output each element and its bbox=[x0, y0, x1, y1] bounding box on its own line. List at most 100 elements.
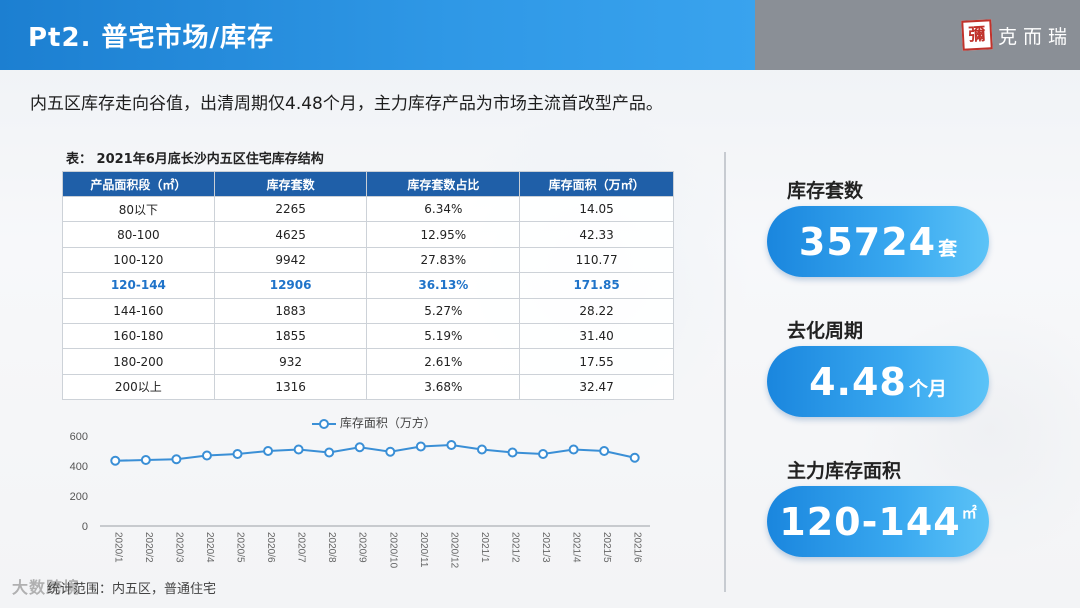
kpi-unit: ㎡ bbox=[961, 504, 977, 522]
kpi-unit: 个月 bbox=[908, 378, 947, 400]
table-cell: 932 bbox=[213, 348, 368, 375]
kpi-unit: 套 bbox=[938, 238, 958, 260]
table-row: 80-100 4625 12.95% 42.33 bbox=[62, 221, 674, 248]
table-cell: 200以上 bbox=[62, 373, 215, 401]
table-cell: 36.13% bbox=[366, 272, 521, 299]
table-cell: 12906 bbox=[213, 272, 368, 299]
x-tick-label: 2020/2 bbox=[143, 532, 154, 563]
x-tick-label: 2020/8 bbox=[326, 532, 337, 563]
table-row: 180-200 932 2.61% 17.55 bbox=[62, 348, 674, 375]
kpi-label-main-inventory-area: 主力库存面积 bbox=[787, 460, 902, 482]
data-point bbox=[232, 449, 243, 459]
header-brand-bar bbox=[755, 0, 1080, 70]
table-header-row: 产品面积段（㎡） 库存套数 库存套数占比 库存面积（万㎡） bbox=[62, 171, 674, 197]
x-tick-label: 2021/6 bbox=[632, 532, 643, 563]
x-tick-label: 2020/9 bbox=[357, 532, 368, 563]
table-row: 200以上 1316 3.68% 32.47 bbox=[62, 373, 674, 401]
data-point bbox=[263, 446, 274, 456]
watermark: 大数跨境 bbox=[12, 578, 81, 597]
data-point bbox=[629, 452, 640, 463]
table-cell: 2.61% bbox=[366, 348, 521, 375]
table-cell: 160-180 bbox=[62, 322, 215, 350]
table-cell: 31.40 bbox=[519, 322, 674, 350]
table-cell: 42.33 bbox=[519, 221, 674, 248]
data-point bbox=[140, 455, 151, 465]
y-tick-label: 600 bbox=[70, 431, 88, 443]
column-header: 产品面积段（㎡） bbox=[62, 171, 215, 197]
kpi-pill-inventory-units: 35724 套 bbox=[767, 206, 989, 277]
legend-marker-icon bbox=[312, 418, 336, 429]
chart-legend: 库存面积（万方） bbox=[312, 414, 436, 431]
logo-text: 克而瑞 bbox=[998, 26, 1074, 48]
column-header: 库存套数占比 bbox=[366, 171, 521, 197]
table-cell: 6.34% bbox=[366, 195, 521, 223]
data-point bbox=[476, 444, 487, 455]
data-point bbox=[538, 449, 549, 459]
vertical-divider bbox=[724, 152, 726, 592]
column-header: 库存面积（万㎡） bbox=[519, 171, 674, 197]
data-point bbox=[599, 446, 610, 456]
x-tick-label: 2021/2 bbox=[510, 532, 521, 563]
kpi-pill-absorption-cycle: 4.48 个月 bbox=[767, 346, 989, 417]
table-cell: 100-120 bbox=[62, 246, 215, 274]
y-tick-label: 0 bbox=[82, 521, 88, 533]
x-tick-label: 2020/4 bbox=[204, 532, 215, 563]
data-point bbox=[568, 444, 579, 455]
table-cell: 27.83% bbox=[366, 246, 521, 274]
table-row: 100-120 9942 27.83% 110.77 bbox=[62, 246, 674, 274]
kpi-value: 35724 bbox=[798, 219, 937, 264]
table-row: 120-144 12906 36.13% 171.85 bbox=[62, 272, 674, 299]
table-cell: 171.85 bbox=[519, 272, 674, 299]
x-tick-label: 2020/1 bbox=[112, 532, 123, 563]
inventory-area-line-chart: 0 200 400 600 2020/1 2020/2 2020/3 2020/4 2020/5… bbox=[70, 431, 650, 569]
table-cell: 17.55 bbox=[519, 348, 674, 375]
legend-label: 库存面积（万方） bbox=[339, 416, 436, 430]
series-line bbox=[115, 443, 635, 462]
header-bar bbox=[0, 0, 755, 70]
table-cell: 110.77 bbox=[519, 246, 674, 274]
table-caption: 表： 2021年6月底长沙内五区住宅库存结构 bbox=[66, 152, 324, 167]
inventory-table: 产品面积段（㎡） 库存套数 库存套数占比 库存面积（万㎡） 80以下 2265 6.… bbox=[62, 171, 674, 401]
data-point bbox=[201, 450, 212, 461]
x-tick-label: 2020/3 bbox=[173, 532, 184, 563]
table-cell: 9942 bbox=[213, 246, 368, 274]
data-point bbox=[446, 440, 457, 450]
table-cell: 32.47 bbox=[519, 373, 674, 401]
data-point bbox=[415, 441, 426, 452]
table-cell: 1855 bbox=[213, 322, 368, 350]
table-cell: 28.22 bbox=[519, 297, 674, 324]
table-cell: 144-160 bbox=[62, 297, 215, 324]
x-tick-label: 2021/1 bbox=[479, 532, 490, 563]
table-row: 144-160 1883 5.27% 28.22 bbox=[62, 297, 674, 324]
y-tick-label: 200 bbox=[70, 491, 88, 503]
table-cell: 4625 bbox=[213, 221, 368, 248]
slide-subtitle: 内五区库存走向谷值，出清周期仅4.48个月，主力库存产品为市场主流首改型产品。 bbox=[30, 94, 663, 114]
x-tick-label: 2020/12 bbox=[448, 532, 459, 569]
table-cell: 120-144 bbox=[62, 272, 215, 299]
source-note: 统计范围：内五区，普通住宅 bbox=[47, 582, 217, 597]
table-cell: 2265 bbox=[213, 195, 368, 223]
table-row: 80以下 2265 6.34% 14.05 bbox=[62, 195, 674, 223]
table-cell: 5.19% bbox=[366, 322, 521, 350]
data-point bbox=[324, 447, 335, 458]
table-cell: 80以下 bbox=[62, 195, 215, 223]
table-cell: 1316 bbox=[213, 373, 368, 401]
kpi-value: 120-144 bbox=[779, 499, 961, 544]
x-tick-label: 2020/10 bbox=[387, 532, 398, 569]
table-cell: 3.68% bbox=[366, 373, 521, 401]
kpi-value: 4.48 bbox=[809, 359, 907, 404]
table-row: 160-180 1855 5.19% 31.40 bbox=[62, 322, 674, 350]
table-cell: 1883 bbox=[213, 297, 368, 324]
page-title: Pt2. 普宅市场/库存 bbox=[28, 23, 275, 53]
table-cell: 5.27% bbox=[366, 297, 521, 324]
data-point bbox=[171, 454, 182, 465]
table-cell: 12.95% bbox=[366, 221, 521, 248]
column-header: 库存套数 bbox=[213, 171, 368, 197]
kpi-label-inventory-units: 库存套数 bbox=[787, 180, 864, 202]
data-point bbox=[385, 446, 396, 457]
x-tick-label: 2020/5 bbox=[235, 532, 246, 563]
kpi-label-absorption-cycle: 去化周期 bbox=[787, 320, 864, 342]
table-cell: 14.05 bbox=[519, 195, 674, 223]
logo-seal: 彌 bbox=[961, 19, 993, 51]
x-tick-label: 2021/3 bbox=[540, 532, 551, 563]
